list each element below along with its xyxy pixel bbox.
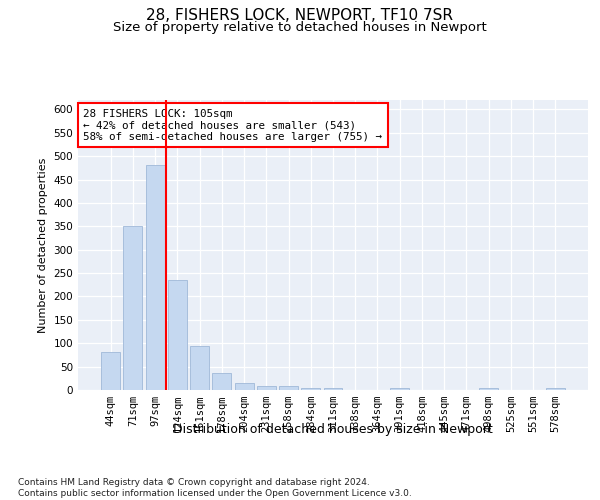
Bar: [101, 352, 120, 390]
Bar: [190, 346, 209, 390]
Bar: [479, 388, 498, 390]
Bar: [546, 388, 565, 390]
Text: 28, FISHERS LOCK, NEWPORT, TF10 7SR: 28, FISHERS LOCK, NEWPORT, TF10 7SR: [146, 8, 454, 22]
Text: Contains HM Land Registry data © Crown copyright and database right 2024.
Contai: Contains HM Land Registry data © Crown c…: [18, 478, 412, 498]
Bar: [235, 382, 254, 390]
Bar: [168, 280, 187, 390]
Bar: [390, 388, 409, 390]
Bar: [124, 226, 142, 390]
Bar: [279, 386, 298, 390]
Y-axis label: Number of detached properties: Number of detached properties: [38, 158, 48, 332]
Bar: [257, 386, 276, 390]
Bar: [301, 388, 320, 390]
Text: Distribution of detached houses by size in Newport: Distribution of detached houses by size …: [173, 422, 493, 436]
Text: Size of property relative to detached houses in Newport: Size of property relative to detached ho…: [113, 21, 487, 34]
Bar: [323, 388, 343, 390]
Bar: [212, 372, 231, 390]
Bar: [146, 166, 164, 390]
Text: 28 FISHERS LOCK: 105sqm
← 42% of detached houses are smaller (543)
58% of semi-d: 28 FISHERS LOCK: 105sqm ← 42% of detache…: [83, 108, 382, 142]
